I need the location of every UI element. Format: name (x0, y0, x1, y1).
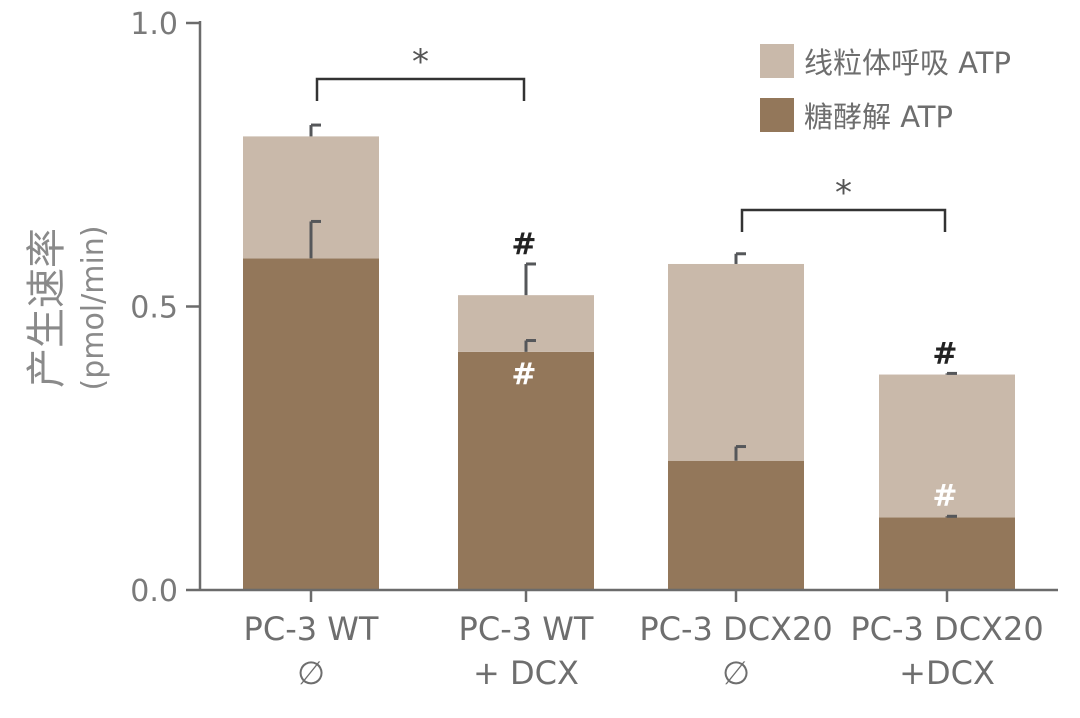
y-tick-label-1: 0.5 (130, 291, 178, 326)
bar-mitochondrial-2 (668, 263, 804, 461)
bar-glycolysis-3 (879, 517, 1015, 590)
bar-mitochondrial-3 (879, 374, 1015, 518)
y-axis-title: 产生速率 (pmol/min) (24, 225, 111, 390)
x-category-label-3: PC-3 DCX20 (850, 610, 1043, 648)
x-category-label-0: PC-3 WT (244, 610, 379, 648)
legend-swatch-0 (760, 44, 794, 78)
legend-label-0: 线粒体呼吸 ATP (804, 46, 1011, 80)
bar-glycolysis-2 (668, 460, 804, 590)
bar-glycolysis-0 (243, 258, 379, 590)
y-axis-title-chinese: 产生速率 (24, 228, 70, 388)
legend: 线粒体呼吸 ATP 糖酵解 ATP (760, 44, 1011, 134)
legend-label-1: 糖酵解 ATP (804, 100, 953, 134)
hash-marker-0: # (511, 227, 536, 262)
hash-marker-3: # (932, 478, 957, 513)
bar-glycolysis-1 (458, 351, 594, 590)
legend-swatch-1 (760, 98, 794, 132)
annotations-layer: * * # # # # (315, 42, 958, 513)
axes-layer: 0.0 0.5 1.0 PC-3 WT ∅ PC-3 WT + DCX PC-3 DCX20 ∅… (130, 7, 1058, 692)
x-category-label-1: PC-3 WT (459, 610, 594, 648)
y-axis-title-unit: (pmol/min) (76, 225, 111, 390)
y-tick-label-2: 1.0 (130, 7, 178, 42)
error-bars-layer (309, 123, 957, 518)
y-tick-label-0: 0.0 (130, 574, 178, 609)
x-category-sublabel-3: +DCX (899, 654, 995, 692)
x-category-sublabel-0: ∅ (297, 654, 325, 692)
significance-label-0: * (412, 42, 429, 82)
x-category-sublabel-1: + DCX (473, 654, 579, 692)
x-category-label-2: PC-3 DCX20 (639, 610, 832, 648)
significance-bracket-0 (315, 77, 526, 101)
hash-marker-2: # (932, 336, 957, 371)
hash-marker-1: # (511, 357, 536, 392)
significance-label-1: * (835, 173, 852, 213)
bars-layer (243, 136, 1015, 590)
significance-bracket-1 (740, 208, 947, 232)
x-category-sublabel-2: ∅ (722, 654, 750, 692)
